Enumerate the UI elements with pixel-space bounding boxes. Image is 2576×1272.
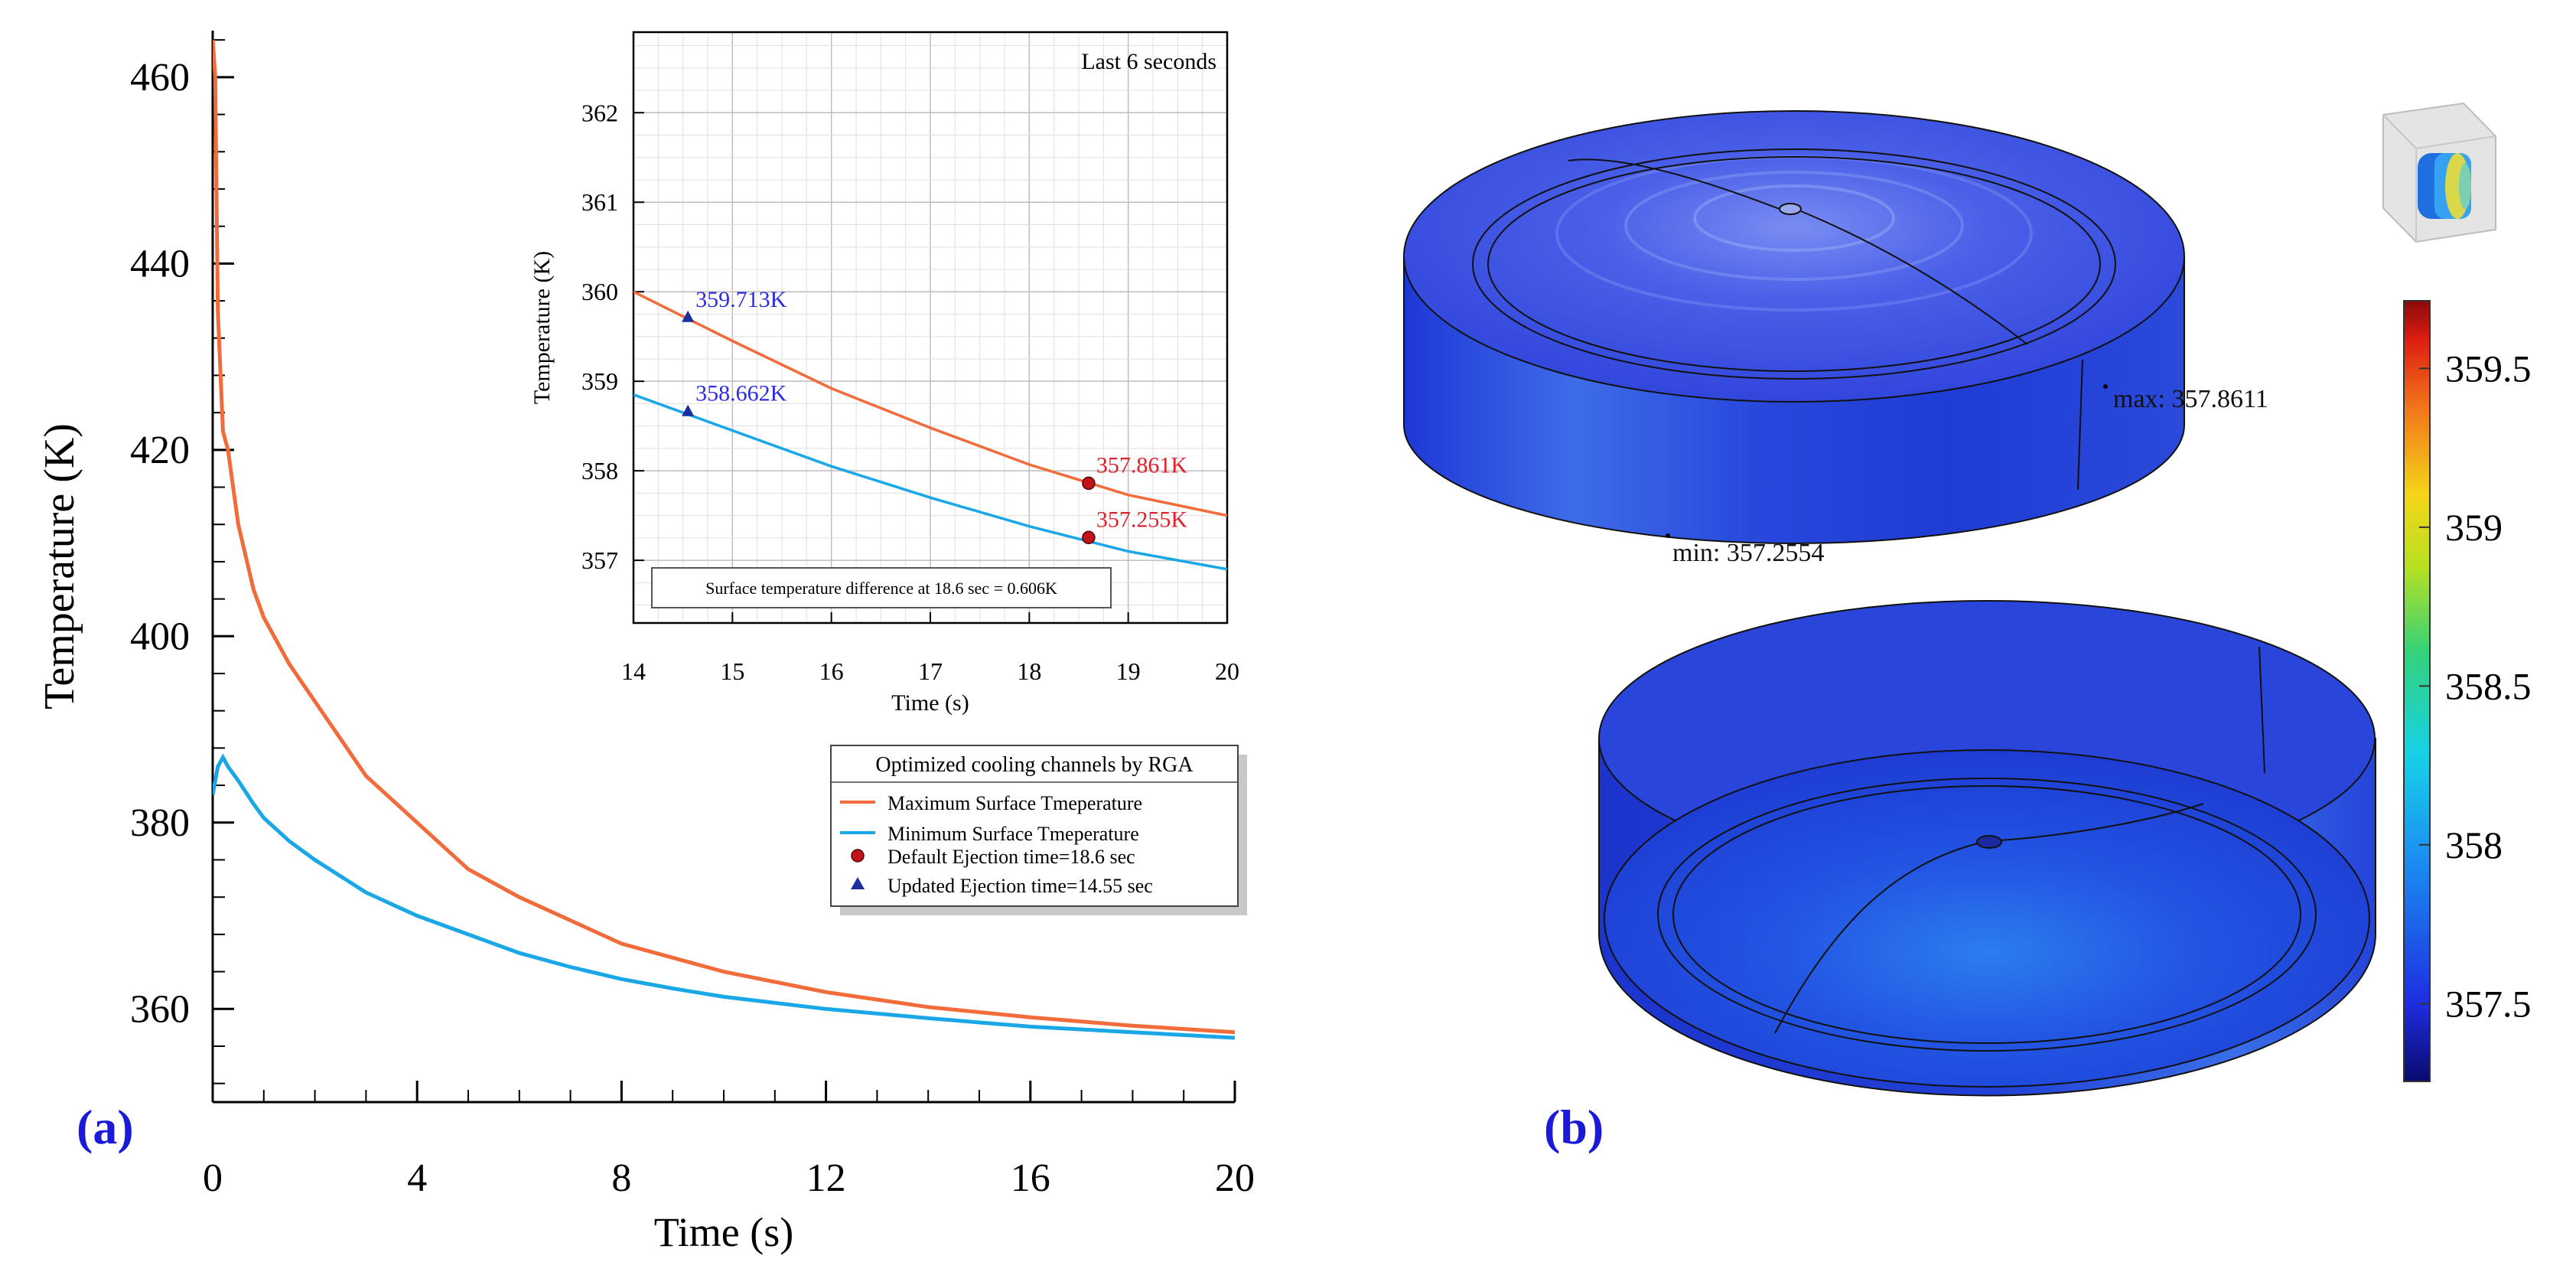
inset-data-label: 357.861K — [1096, 452, 1188, 478]
panel-b-label: (b) — [1544, 1100, 1604, 1154]
main-y-tick-label: 380 — [130, 801, 190, 845]
inset-data-label: 359.713K — [695, 287, 786, 312]
legend: Optimized cooling channels by RGA Maximu… — [830, 745, 1247, 915]
inset-y-tick-label: 361 — [581, 188, 618, 216]
colorbar-tick-label: 357.5 — [2445, 982, 2532, 1025]
inset-series-min-line — [633, 393, 1227, 571]
inset-series-max-line — [633, 290, 1227, 517]
lower-disk — [1598, 600, 2376, 1097]
inset-marker-triangle — [682, 310, 695, 322]
main-y-axis-label: Temperature (K) — [36, 423, 83, 709]
legend-swatch-updated — [851, 877, 865, 889]
inset-x-tick-label: 17 — [918, 657, 943, 685]
legend-label-updated: Updated Ejection time=14.55 sec — [887, 875, 1153, 897]
inset-data-label: 357.255K — [1096, 507, 1188, 532]
inset-note: Surface temperature difference at 18.6 s… — [705, 579, 1057, 598]
colorbar-tick-label: 358 — [2445, 824, 2503, 866]
main-series-min-line — [213, 753, 1235, 1040]
inset-x-tick-label: 18 — [1017, 657, 1041, 685]
colorbar-tick-label: 358.5 — [2445, 664, 2532, 707]
inset-chart: 14 15 16 17 18 19 20 357 358 359 360 361 362 359.713… — [529, 31, 1239, 716]
colorbar-tick-label: 359 — [2445, 506, 2503, 549]
colorbar-ticks: 359.5 359 358.5 358 357.5 — [2419, 347, 2532, 1025]
inset-title: Last 6 seconds — [1081, 49, 1216, 74]
inset-y-axis-label: Temperature (K) — [529, 251, 555, 404]
main-x-tick-label: 8 — [611, 1156, 631, 1200]
inset-x-tick-label: 20 — [1215, 657, 1239, 685]
min-annotation: min: 357.2554 — [1672, 539, 1824, 567]
legend-title: Optimized cooling channels by RGA — [875, 753, 1194, 777]
upper-disk — [1403, 110, 2185, 544]
main-y-tick-label: 460 — [130, 56, 190, 99]
colorbar-gradient — [2403, 300, 2431, 1082]
inset-x-axis-label: Time (s) — [891, 690, 969, 716]
inset-y-tick-label: 358 — [581, 457, 618, 484]
inset-x-tick-label: 19 — [1116, 657, 1141, 685]
inset-marker-circle — [1082, 476, 1096, 491]
main-chart: 0 4 8 12 16 20 360 380 400 420 440 460 Time (s) Tem… — [36, 31, 1255, 1255]
inset-y-tick-label: 357 — [581, 546, 618, 574]
inset-axis-ticks: 14 15 16 17 18 19 20 357 358 359 360 361 362 — [581, 99, 1239, 685]
legend-swatch-default — [851, 849, 865, 863]
legend-label-default: Default Ejection time=18.6 sec — [887, 846, 1135, 868]
legend-label-min: Minimum Surface Tmeperature — [887, 823, 1139, 845]
inset-marker-circle — [1082, 530, 1096, 545]
inset-data-label: 358.662K — [695, 381, 786, 406]
inset-x-tick-label: 16 — [819, 657, 844, 685]
main-series-max-line — [213, 40, 1235, 1035]
main-x-axis-label: Time (s) — [654, 1209, 794, 1255]
panel-a-label: (a) — [77, 1100, 134, 1154]
main-x-tick-label: 4 — [407, 1156, 427, 1200]
main-x-tick-label: 0 — [203, 1156, 223, 1200]
main-x-tick-label: 16 — [1011, 1156, 1050, 1200]
inset-x-tick-label: 15 — [720, 657, 744, 685]
inset-annotations: 359.713K 358.662K 357.861K 357.255K — [682, 287, 1188, 545]
inset-note-box: Surface temperature difference at 18.6 s… — [651, 567, 1112, 608]
inset-marker-triangle — [682, 404, 695, 416]
inset-y-tick-label: 362 — [581, 99, 618, 126]
inset-y-tick-label: 359 — [581, 367, 618, 395]
inset-x-tick-label: 14 — [621, 657, 646, 685]
main-axis-ticks: 0 4 8 12 16 20 360 380 400 420 440 460 — [130, 39, 1255, 1200]
inset-y-tick-label: 360 — [581, 278, 618, 305]
thermal-render: max: 357.8611 min: 357.2554 — [1403, 102, 2532, 1097]
inset-frame — [632, 31, 1229, 625]
main-y-tick-label: 420 — [130, 429, 190, 472]
main-y-tick-label: 400 — [130, 615, 190, 658]
orientation-cube-icon — [2382, 102, 2496, 243]
max-annotation: max: 357.8611 — [2113, 385, 2268, 413]
legend-label-max: Maximum Surface Tmeperature — [887, 792, 1142, 814]
colorbar-tick-label: 359.5 — [2445, 347, 2532, 390]
main-x-tick-label: 20 — [1215, 1156, 1255, 1200]
main-y-tick-label: 440 — [130, 242, 190, 285]
main-x-tick-label: 12 — [806, 1156, 846, 1200]
colorbar: 359.5 359 358.5 358 357.5 — [2403, 300, 2532, 1082]
main-y-tick-label: 360 — [130, 987, 190, 1031]
